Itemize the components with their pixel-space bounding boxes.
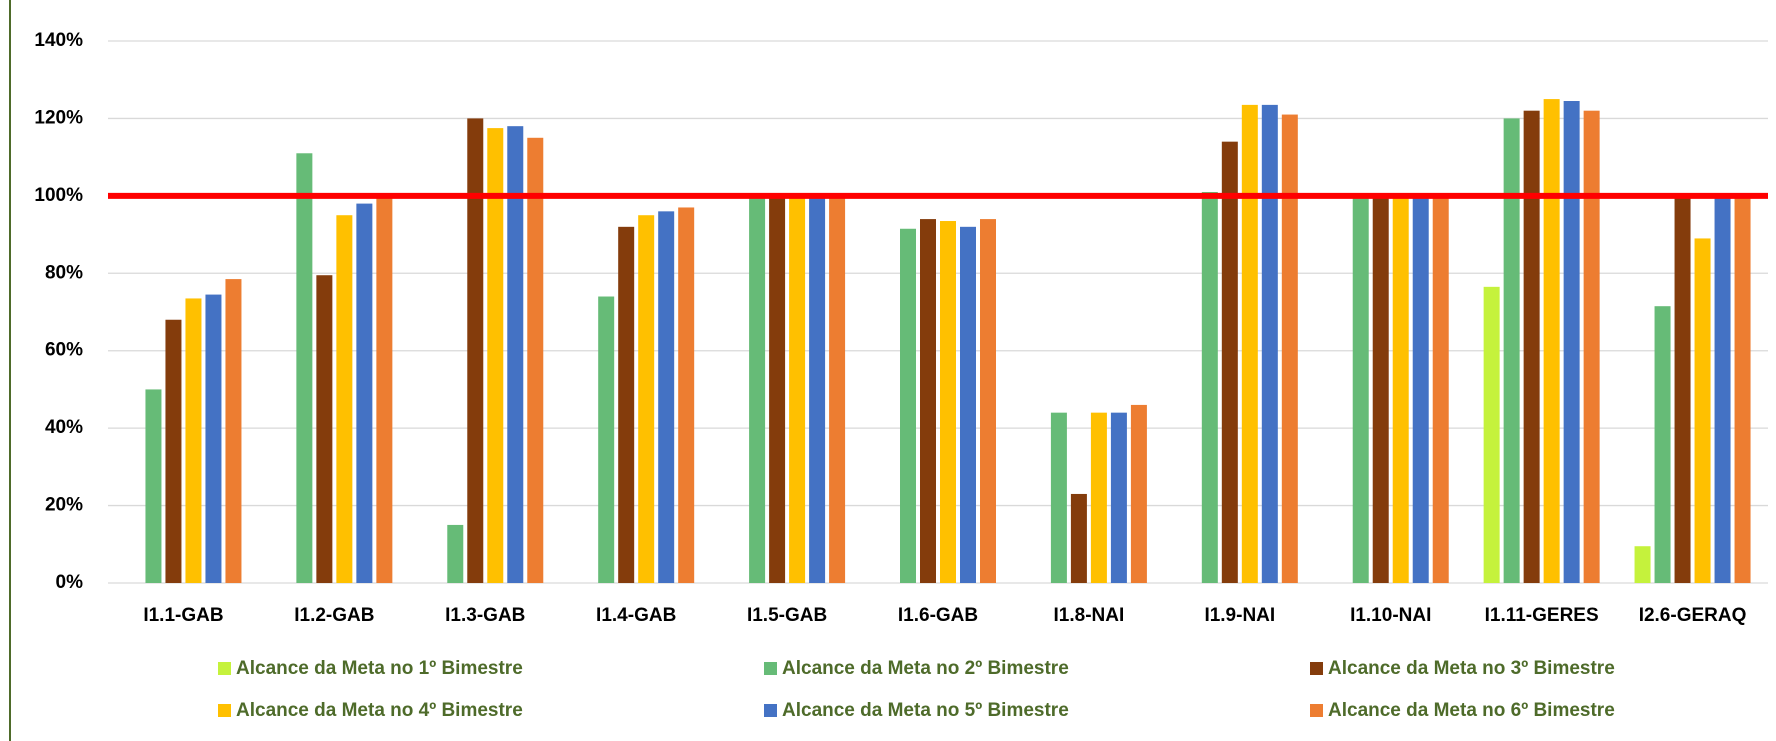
bar	[789, 195, 806, 583]
bar	[165, 319, 182, 583]
bar	[638, 215, 655, 583]
bar	[336, 215, 353, 583]
bar	[1583, 110, 1600, 583]
legend-label: Alcance da Meta no 6º Bimestre	[1328, 700, 1615, 721]
legend-label: Alcance da Meta no 2º Bimestre	[782, 658, 1069, 679]
bar	[1070, 493, 1087, 583]
bar	[1201, 191, 1218, 583]
bar	[185, 298, 202, 583]
bar	[507, 126, 524, 584]
bar	[960, 226, 976, 584]
bar	[356, 203, 373, 583]
bar	[1372, 195, 1389, 583]
bar	[1050, 412, 1067, 583]
legend-swatch	[218, 704, 231, 717]
y-tick-label: 80%	[45, 262, 83, 283]
bar	[1412, 195, 1429, 583]
bar	[809, 195, 826, 583]
bar	[1241, 104, 1258, 583]
legend-swatch	[1310, 704, 1323, 717]
legend-swatch	[1310, 662, 1323, 675]
y-tick-label: 100%	[34, 185, 83, 206]
legend-swatch	[764, 704, 777, 717]
bar	[900, 228, 916, 583]
bar	[1090, 412, 1107, 583]
bar	[1261, 104, 1278, 583]
bar	[487, 128, 504, 583]
bar	[1634, 546, 1651, 583]
bar	[749, 195, 766, 583]
bar	[920, 219, 936, 584]
bar	[1352, 195, 1369, 583]
x-tick-label: I1.6-GAB	[898, 605, 978, 626]
bar	[1694, 238, 1711, 583]
bar	[1523, 110, 1540, 583]
bar	[145, 389, 162, 583]
bar	[1543, 99, 1560, 584]
bar	[1392, 195, 1409, 583]
x-tick-label: I1.10-NAI	[1350, 605, 1431, 626]
bar	[527, 137, 544, 584]
bar	[447, 524, 464, 583]
legend-swatch	[764, 662, 777, 675]
x-tick-label: I1.4-GAB	[596, 605, 676, 626]
bar	[296, 153, 313, 583]
bar	[769, 195, 786, 583]
x-tick-label: I1.5-GAB	[747, 605, 827, 626]
bar	[467, 118, 484, 583]
legend-label: Alcance da Meta no 3º Bimestre	[1328, 658, 1615, 679]
bar	[980, 219, 996, 584]
bar	[678, 207, 695, 583]
bar	[1432, 195, 1449, 583]
bar	[1563, 101, 1580, 583]
legend-label: Alcance da Meta no 4º Bimestre	[236, 700, 523, 721]
bar	[1654, 306, 1671, 583]
x-tick-label: I2.6-GERAQ	[1639, 605, 1747, 626]
bar	[618, 226, 635, 584]
y-tick-label: 120%	[34, 107, 83, 128]
x-tick-label: I1.9-NAI	[1204, 605, 1275, 626]
bar	[1110, 412, 1127, 583]
bar	[1483, 286, 1500, 583]
y-tick-label: 40%	[45, 417, 83, 438]
bar	[658, 211, 675, 584]
bar	[1714, 195, 1731, 583]
bar	[1130, 404, 1147, 583]
legend-label: Alcance da Meta no 1º Bimestre	[236, 658, 523, 679]
bar	[1221, 141, 1238, 583]
bar	[829, 195, 846, 583]
bar	[1674, 195, 1691, 583]
bar	[598, 296, 615, 583]
bar	[205, 294, 222, 583]
bar	[376, 195, 393, 583]
y-tick-label: 60%	[45, 340, 83, 361]
bar	[225, 279, 242, 583]
x-tick-label: I1.3-GAB	[445, 605, 525, 626]
bar	[316, 275, 333, 583]
bar	[1503, 118, 1520, 583]
y-tick-label: 140%	[34, 30, 83, 51]
x-tick-label: I1.1-GAB	[143, 605, 223, 626]
legend-swatch	[218, 662, 231, 675]
bar	[1281, 114, 1298, 584]
x-tick-label: I1.11-GERES	[1485, 605, 1599, 626]
x-tick-label: I1.2-GAB	[294, 605, 374, 626]
y-tick-label: 0%	[56, 572, 84, 593]
bar	[940, 221, 956, 583]
y-tick-label: 20%	[45, 495, 83, 516]
legend-label: Alcance da Meta no 5º Bimestre	[782, 700, 1069, 721]
x-tick-label: I1.8-NAI	[1054, 605, 1125, 626]
bar	[1734, 195, 1751, 583]
